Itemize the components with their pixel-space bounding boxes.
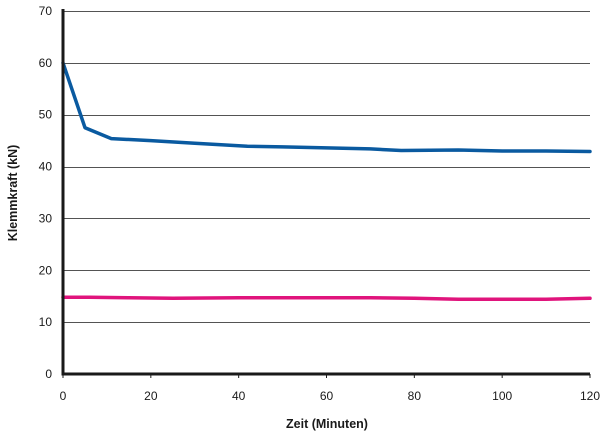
y-axis-title: Klemmkraft (kN) — [6, 145, 20, 242]
x-tick-label-0: 0 — [60, 389, 67, 403]
plot-series — [61, 61, 592, 302]
axes — [61, 9, 591, 378]
x-tick-label-20: 20 — [144, 389, 158, 403]
y-tick-label-0: 0 — [45, 367, 52, 381]
y-tick-label-40: 40 — [39, 160, 53, 174]
x-tick-label-120: 120 — [580, 389, 600, 403]
x-tick-label-100: 100 — [492, 389, 512, 403]
y-tick-label-20: 20 — [39, 263, 53, 277]
x-tick-label-80: 80 — [408, 389, 422, 403]
series-line-2 — [61, 295, 592, 302]
x-tick-label-40: 40 — [232, 389, 246, 403]
y-tick-label-30: 30 — [39, 211, 53, 225]
tick-labels: 0 10 20 30 40 50 60 70 0 20 40 60 80 100 120 — [39, 4, 601, 403]
y-tick-label-60: 60 — [39, 56, 53, 70]
y-tick-label-10: 10 — [39, 315, 53, 329]
y-tick-label-50: 50 — [39, 108, 53, 122]
series-line-1 — [61, 61, 592, 154]
x-axis-title: Zeit (Minuten) — [286, 417, 368, 431]
x-tick-label-60: 60 — [320, 389, 334, 403]
grid-lines — [63, 11, 590, 323]
y-tick-label-70: 70 — [39, 4, 53, 18]
